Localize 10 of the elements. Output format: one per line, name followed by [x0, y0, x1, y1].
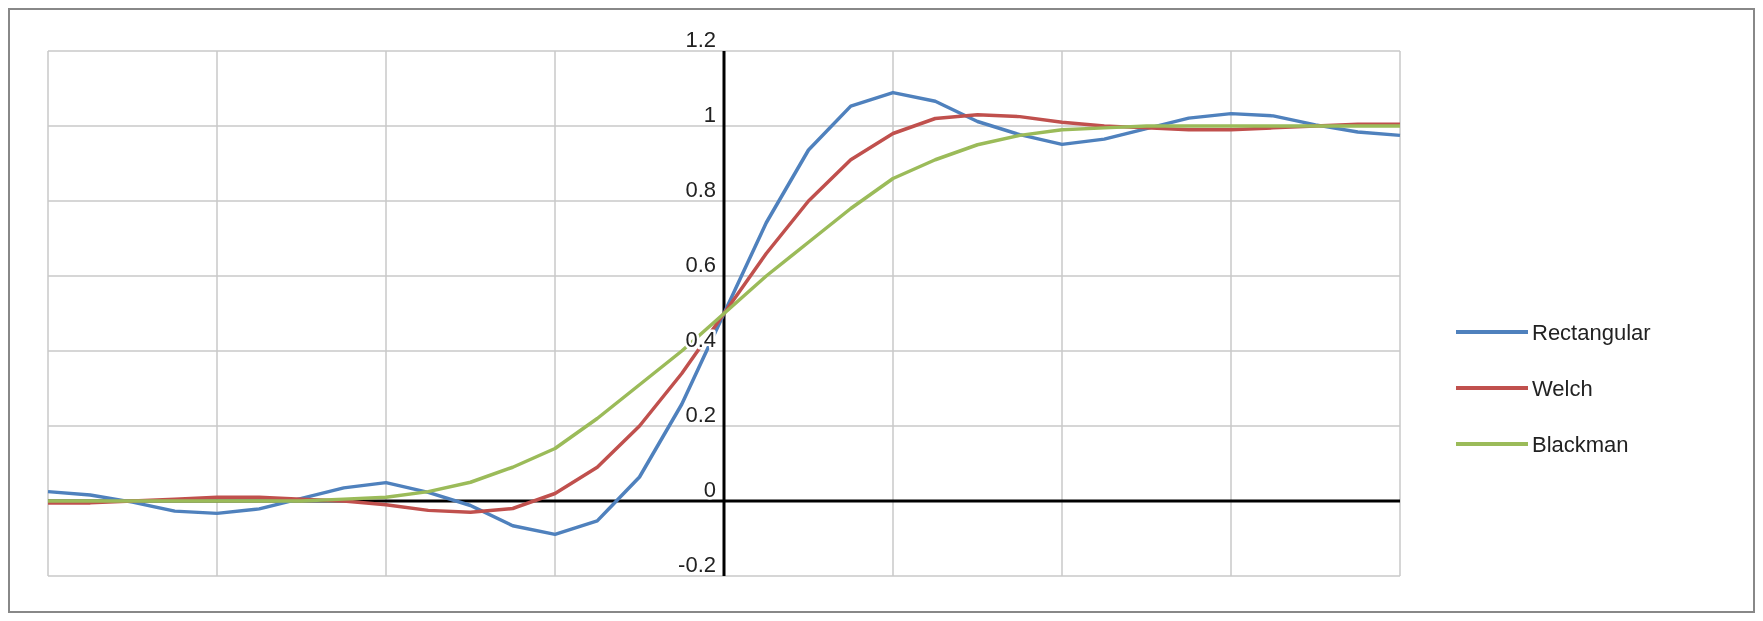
y-tick-label: 0 — [703, 476, 716, 502]
legend-label: Welch — [1532, 375, 1593, 401]
y-tick-label: 0.8 — [685, 176, 716, 202]
legend-label: Blackman — [1532, 431, 1629, 457]
y-tick-label: 0.2 — [685, 401, 716, 427]
y-tick-label: -0.2 — [678, 551, 716, 577]
y-tick-label: 1.2 — [685, 26, 716, 52]
y-tick-label: 1 — [703, 101, 716, 127]
legend-label: Rectangular — [1532, 319, 1651, 345]
y-tick-label: 0.6 — [685, 251, 716, 277]
